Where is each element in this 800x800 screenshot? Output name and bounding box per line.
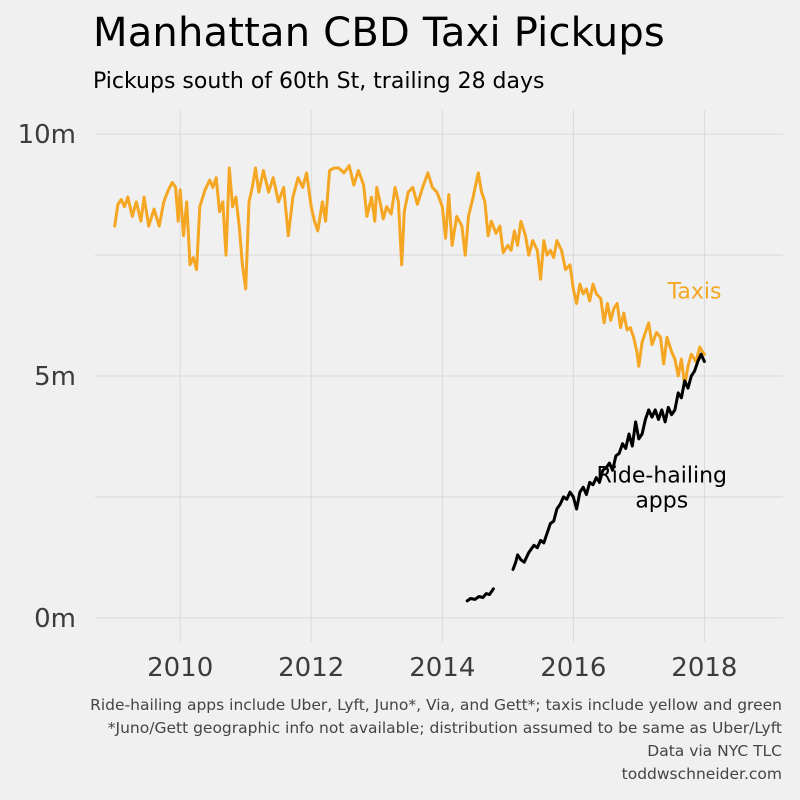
x-tick-label: 2018 <box>671 653 737 683</box>
series-line-taxis <box>113 164 706 388</box>
chart-caption: Ride-hailing apps include Uber, Lyft, Ju… <box>90 694 782 786</box>
series-label-line: apps <box>635 488 688 513</box>
x-tick-label: 2012 <box>278 653 344 683</box>
caption-note-apps: Ride-hailing apps include Uber, Lyft, Ju… <box>90 696 782 714</box>
chart-title: Manhattan CBD Taxi Pickups <box>93 10 665 56</box>
caption-credit: toddwschneider.com <box>621 765 782 783</box>
y-tick-label: 10m <box>18 120 76 150</box>
caption-source: Data via NYC TLC <box>647 742 782 760</box>
y-tick-label: 0m <box>34 604 76 634</box>
series-label-line: Ride-hailing <box>597 463 728 488</box>
caption-note-geo: *Juno/Gett geographic info not available… <box>107 719 782 737</box>
series-line-ride-hailing <box>465 587 495 603</box>
series-label-ride-hailing: Ride-hailing apps <box>597 463 728 513</box>
series-line-ride-hailing <box>511 352 706 571</box>
series-label-taxis: Taxis <box>667 280 722 305</box>
x-tick-label: 2016 <box>540 653 606 683</box>
y-tick-label: 5m <box>34 362 76 392</box>
chart-subtitle: Pickups south of 60th St, trailing 28 da… <box>93 69 545 94</box>
x-tick-label: 2014 <box>409 653 475 683</box>
x-tick-label: 2010 <box>147 653 213 683</box>
